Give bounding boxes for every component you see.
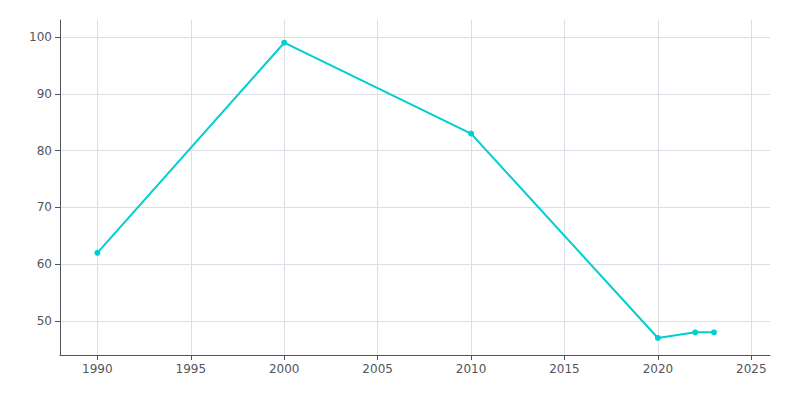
svg-text:1990: 1990 (82, 362, 113, 376)
svg-text:50: 50 (37, 314, 52, 328)
svg-text:70: 70 (37, 200, 52, 214)
svg-text:2020: 2020 (643, 362, 674, 376)
svg-text:80: 80 (37, 144, 52, 158)
svg-text:2010: 2010 (456, 362, 487, 376)
svg-text:2000: 2000 (269, 362, 300, 376)
svg-text:2015: 2015 (549, 362, 580, 376)
svg-text:100: 100 (29, 30, 52, 44)
svg-text:2005: 2005 (362, 362, 393, 376)
svg-text:2025: 2025 (736, 362, 767, 376)
svg-text:1995: 1995 (176, 362, 207, 376)
svg-text:90: 90 (37, 87, 52, 101)
svg-text:60: 60 (37, 257, 52, 271)
